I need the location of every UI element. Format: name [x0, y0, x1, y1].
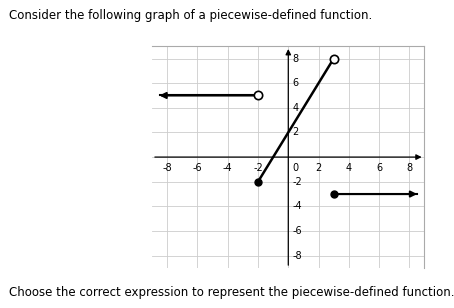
Text: -2: -2	[292, 177, 302, 187]
Text: 6: 6	[292, 78, 298, 88]
Text: 8: 8	[292, 54, 298, 63]
Text: 4: 4	[292, 103, 298, 113]
Text: -4: -4	[223, 163, 232, 173]
Text: 6: 6	[376, 163, 382, 173]
Text: -8: -8	[292, 251, 302, 261]
Text: -6: -6	[192, 163, 202, 173]
Text: -8: -8	[163, 163, 172, 173]
Text: 0: 0	[292, 163, 298, 173]
Text: -6: -6	[292, 226, 302, 236]
Text: Consider the following graph of a piecewise-defined function.: Consider the following graph of a piecew…	[9, 9, 372, 22]
Text: 4: 4	[346, 163, 352, 173]
Text: -2: -2	[253, 163, 263, 173]
Text: -4: -4	[292, 201, 302, 211]
Text: 2: 2	[292, 128, 298, 137]
Text: Choose the correct expression to represent the piecewise-defined function.: Choose the correct expression to represe…	[9, 286, 454, 299]
Text: 2: 2	[316, 163, 322, 173]
Text: 8: 8	[406, 163, 412, 173]
